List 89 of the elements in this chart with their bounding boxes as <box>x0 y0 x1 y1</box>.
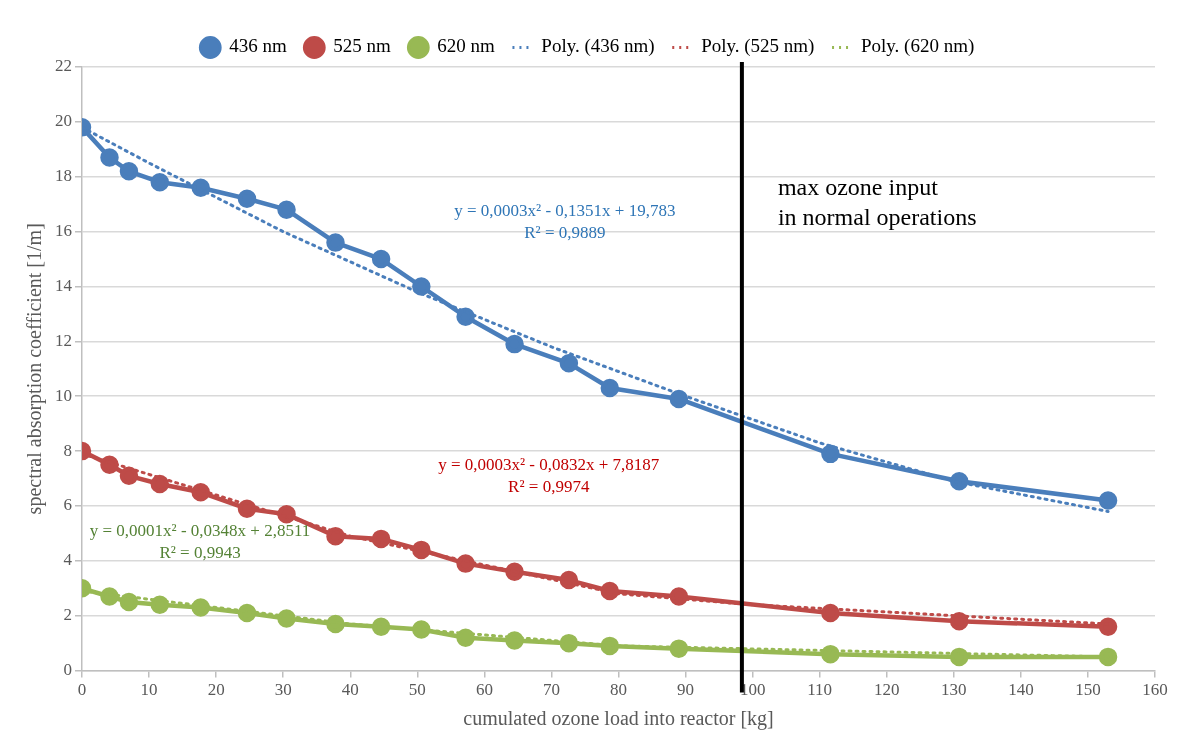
point <box>600 378 620 398</box>
x-tick-label: 60 <box>475 680 493 700</box>
x-tick-label: 160 <box>1142 680 1168 700</box>
y-tick-label: 22 <box>55 56 72 76</box>
x-tick-label: 110 <box>807 680 833 700</box>
point <box>505 631 524 650</box>
point <box>119 162 139 181</box>
point <box>949 472 969 491</box>
x-tick-label: 30 <box>274 680 292 700</box>
x-tick-label: 20 <box>207 680 225 700</box>
point <box>412 540 431 560</box>
point <box>505 334 524 354</box>
point <box>100 148 119 167</box>
x-tick-label: 100 <box>739 680 766 700</box>
y-tick-label: 0 <box>63 660 72 680</box>
legend-label: Poly. (620 nm) <box>860 35 975 58</box>
point <box>600 581 620 601</box>
point <box>326 526 345 546</box>
x-tick-label: 50 <box>408 680 426 700</box>
y-tick-label: 16 <box>55 221 72 241</box>
x-tick-label: 70 <box>542 680 560 700</box>
point <box>150 172 170 192</box>
point <box>1098 647 1118 667</box>
point <box>150 474 170 494</box>
y-axis-title: spectral absorption coefficient [1/m] <box>23 223 47 515</box>
y-tick-label: 8 <box>63 440 72 460</box>
point <box>669 587 689 606</box>
point <box>559 570 579 590</box>
y-tick-label: 12 <box>55 330 72 350</box>
point <box>277 609 296 628</box>
point <box>119 592 139 612</box>
point <box>277 504 296 524</box>
y-tick-label: 4 <box>63 550 73 570</box>
y-tick-label: 2 <box>63 605 72 625</box>
point <box>119 466 139 486</box>
point <box>326 233 345 252</box>
point <box>100 587 119 606</box>
x-tick-label: 0 <box>77 680 87 700</box>
legend-label: Poly. (436 nm) <box>541 35 655 58</box>
point <box>237 189 257 208</box>
legend-label: 525 nm <box>333 35 392 57</box>
point <box>1098 491 1118 510</box>
point <box>600 636 620 656</box>
point <box>371 529 391 549</box>
point <box>559 633 579 653</box>
point <box>456 628 475 647</box>
point <box>371 249 391 269</box>
point <box>669 639 689 658</box>
y-tick-label: 14 <box>55 275 73 295</box>
x-tick-label: 140 <box>1008 680 1034 700</box>
point <box>412 277 431 296</box>
annotation: y = 0,0003x² - 0,1351x + 19,783 R² = 0,9889 <box>454 201 676 243</box>
legend-label: 620 nm <box>437 35 496 57</box>
point <box>949 647 969 667</box>
x-tick-label: 90 <box>677 680 695 700</box>
point <box>191 483 210 502</box>
y-tick-label: 10 <box>55 385 72 405</box>
ref-line-label: max ozone input in normal operations <box>777 174 977 230</box>
point <box>1098 617 1118 636</box>
point <box>821 444 840 464</box>
point <box>669 389 689 409</box>
y-tick-label: 6 <box>63 495 72 515</box>
x-tick-label: 80 <box>610 680 627 700</box>
x-tick-label: 130 <box>941 680 967 700</box>
point <box>456 554 475 573</box>
point <box>456 307 475 326</box>
annotation: y = 0,0003x² - 0,0832x + 7,8187 R² = 0,9974 <box>438 454 660 496</box>
x-tick-label: 150 <box>1075 680 1101 700</box>
point <box>559 354 579 373</box>
y-tick-label: 18 <box>55 166 72 186</box>
point <box>237 603 257 623</box>
annotation: y = 0,0001x² - 0,0348x + 2,8511 R² = 0,9943 <box>89 521 311 563</box>
x-tick-label: 10 <box>140 680 158 700</box>
x-tick-label: 120 <box>874 680 900 700</box>
point <box>277 200 296 219</box>
point <box>191 598 210 617</box>
point <box>326 614 345 634</box>
x-tick-label: 40 <box>341 680 359 700</box>
point <box>237 499 257 518</box>
y-tick-label: 20 <box>55 111 72 131</box>
point <box>150 595 170 614</box>
x-axis-title: cumulated ozone load into reactor [kg] <box>463 707 774 731</box>
legend-label: Poly. (525 nm) <box>701 35 815 58</box>
point <box>821 603 840 623</box>
legend-label: 436 nm <box>229 35 288 57</box>
point <box>949 611 969 631</box>
point <box>371 617 391 636</box>
point <box>412 620 431 639</box>
point <box>821 644 840 664</box>
